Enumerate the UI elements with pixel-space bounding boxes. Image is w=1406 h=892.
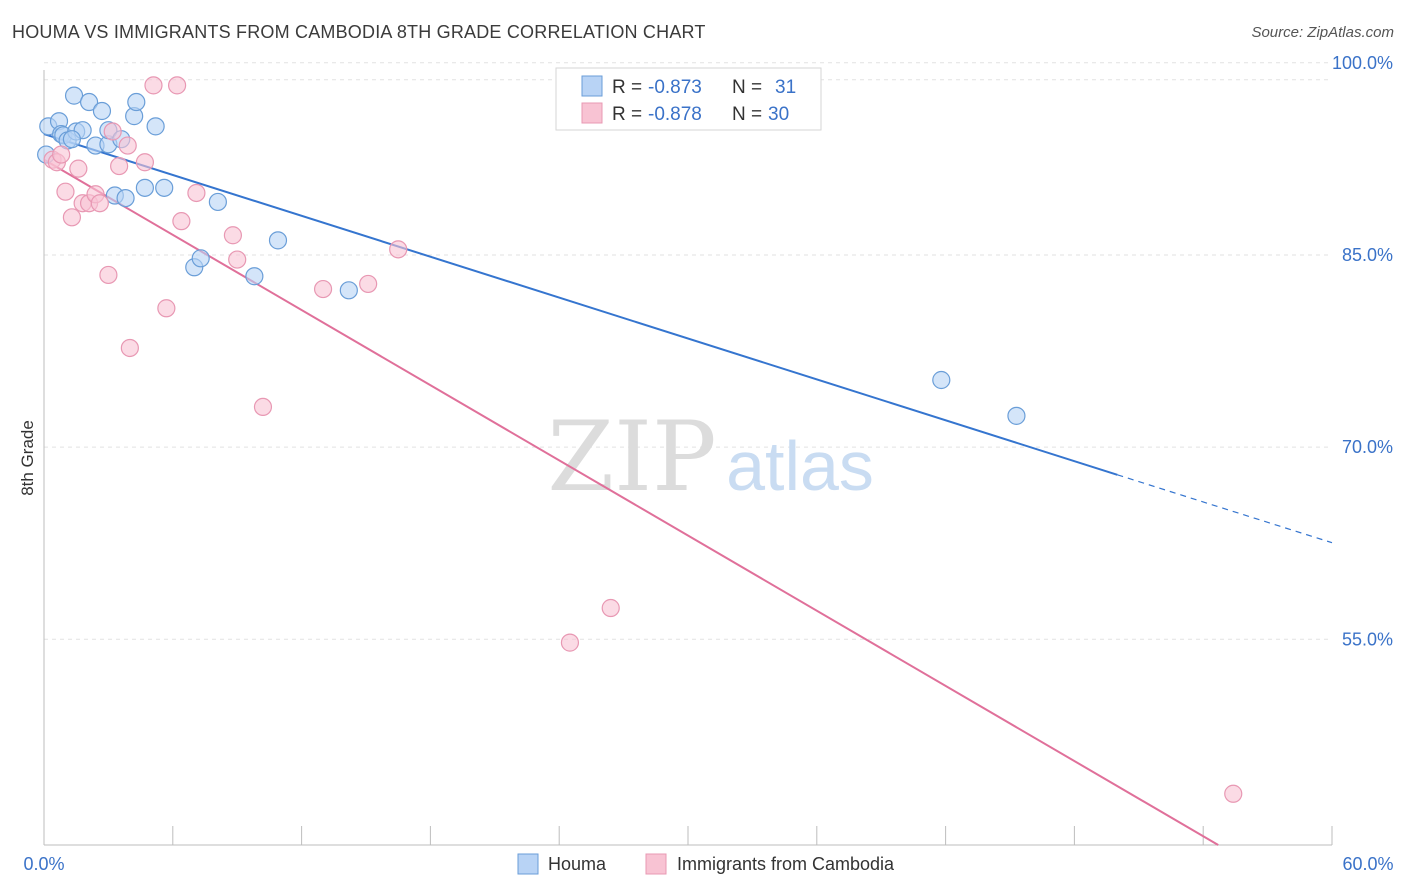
data-point-cambodia: [110, 156, 129, 176]
watermark-atlas: atlas: [726, 427, 874, 505]
data-point-houma: [116, 188, 135, 208]
data-point-houma: [1007, 406, 1026, 425]
data-point-houma: [191, 249, 210, 268]
data-point-cambodia: [69, 159, 88, 178]
chart-title: HOUMA VS IMMIGRANTS FROM CAMBODIA 8TH GR…: [12, 22, 706, 42]
stats-r-value-houma: -0.873: [648, 77, 702, 98]
data-point-cambodia: [144, 76, 163, 95]
data-point-houma: [245, 267, 264, 286]
data-point-houma: [208, 192, 227, 212]
data-point-houma: [92, 101, 112, 121]
trend-line-cambodia: [43, 158, 1219, 846]
data-point-houma: [127, 92, 146, 112]
data-point-houma: [146, 117, 165, 136]
data-point-houma: [64, 86, 84, 105]
data-point-cambodia: [228, 250, 247, 269]
data-point-houma: [268, 231, 288, 250]
y-tick-label: 55.0%: [1342, 629, 1393, 649]
data-point-houma: [932, 370, 951, 390]
data-point-houma: [339, 281, 358, 300]
data-point-cambodia: [56, 182, 75, 201]
data-point-cambodia: [62, 208, 82, 227]
data-points: [37, 76, 1243, 803]
y-tick-label: 70.0%: [1342, 437, 1393, 457]
stats-n-value-cambodia: 30: [768, 104, 789, 125]
legend-label-cambodia: Immigrants from Cambodia: [677, 854, 895, 874]
data-point-cambodia: [118, 136, 137, 155]
data-point-cambodia: [90, 194, 109, 213]
data-point-houma: [79, 92, 99, 112]
watermark: ZIP atlas: [547, 401, 874, 513]
y-tick-labels: 100.0% 85.0% 70.0% 55.0%: [1332, 53, 1393, 649]
data-point-cambodia: [601, 598, 620, 618]
data-point-cambodia: [223, 226, 243, 245]
grid-lines: [44, 62, 1332, 640]
stats-swatch-houma: [581, 75, 603, 97]
data-point-cambodia: [52, 145, 71, 164]
source-label: Source: ZipAtlas.com: [1251, 24, 1394, 41]
data-point-cambodia: [1224, 784, 1243, 803]
stats-r-label-houma: R =: [612, 77, 642, 98]
stats-r-value-cambodia: -0.878: [648, 104, 702, 125]
data-point-cambodia: [359, 274, 378, 294]
data-point-cambodia: [389, 240, 408, 259]
x-tick-label-max: 60.0%: [1342, 854, 1393, 874]
y-axis-title: 8th Grade: [18, 420, 37, 496]
data-point-cambodia: [253, 397, 273, 417]
x-axis-ticks: [172, 826, 1333, 845]
trend-line-houma: [43, 133, 1118, 476]
data-point-cambodia: [103, 122, 122, 141]
stats-n-label-houma: N =: [732, 77, 762, 98]
stats-n-label-cambodia: N =: [732, 104, 762, 125]
data-point-houma: [155, 178, 174, 197]
data-point-cambodia: [120, 338, 139, 358]
trend-line-houma-extension: [1117, 474, 1333, 544]
data-point-cambodia: [167, 76, 187, 95]
data-point-cambodia: [187, 183, 206, 203]
legend-swatch-cambodia: [645, 853, 667, 875]
trend-lines: [43, 133, 1333, 846]
data-point-houma: [135, 178, 154, 197]
data-point-cambodia: [172, 212, 191, 231]
data-point-cambodia: [135, 153, 154, 172]
data-point-houma: [62, 130, 82, 149]
legend-label-houma: Houma: [548, 854, 607, 874]
watermark-zip: ZIP: [547, 401, 716, 513]
data-point-cambodia: [157, 299, 176, 318]
data-point-cambodia: [99, 265, 118, 285]
stats-box: R = -0.873 N = 31 R = -0.878 N = 30: [555, 67, 822, 131]
stats-swatch-cambodia: [581, 102, 603, 124]
y-tick-label: 85.0%: [1342, 245, 1393, 265]
data-point-cambodia: [313, 279, 333, 299]
data-point-cambodia: [560, 633, 580, 652]
legend-swatch-houma: [517, 853, 539, 875]
legend: Houma Immigrants from Cambodia: [517, 853, 895, 875]
stats-n-value-houma: 31: [775, 77, 796, 98]
y-tick-label: 100.0%: [1332, 53, 1393, 73]
stats-r-label-cambodia: R =: [612, 104, 642, 125]
x-tick-label-min: 0.0%: [23, 854, 64, 874]
